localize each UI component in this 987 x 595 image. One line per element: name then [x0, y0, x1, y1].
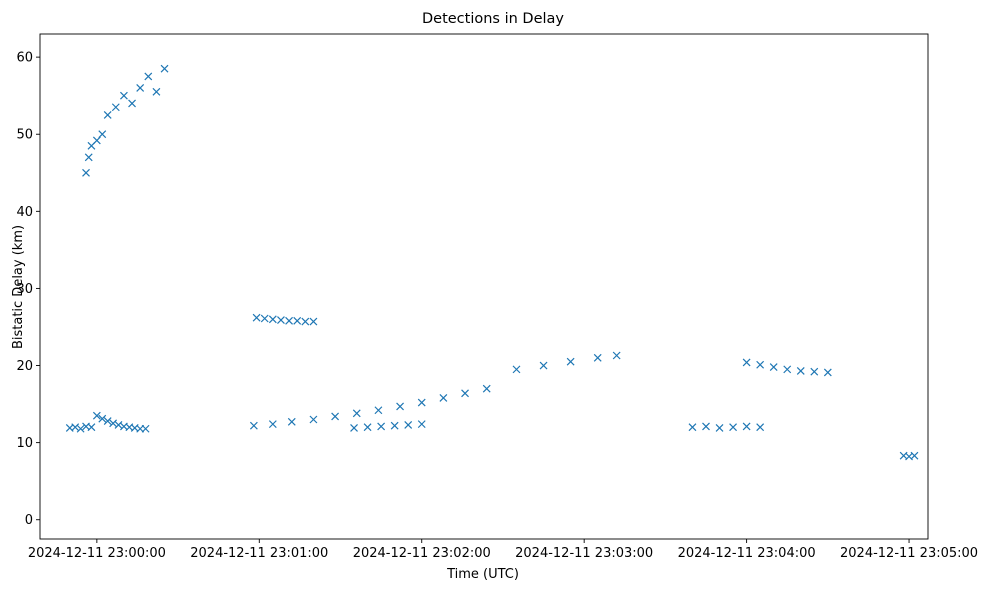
scatter-point	[92, 411, 101, 420]
scatter-point	[309, 415, 318, 424]
scatter-point	[136, 84, 145, 92]
scatter-point	[461, 389, 469, 398]
scatter-point	[293, 316, 302, 325]
plot-frame	[39, 33, 929, 540]
chart-title: Detections in Delay	[422, 11, 564, 27]
x-tick-label: 2024-12-11 23:00:00	[28, 546, 166, 561]
scatter-point	[742, 422, 751, 431]
scatter-point	[482, 384, 491, 393]
scatter-point	[742, 358, 751, 367]
scatter-point	[769, 363, 778, 371]
x-tick-label: 2024-12-11 23:04:00	[678, 546, 816, 561]
scatter-point	[144, 72, 153, 81]
y-tick-label: 50	[16, 128, 33, 143]
scatter-point	[439, 393, 448, 402]
scatter-point	[688, 423, 697, 432]
scatter-point	[114, 420, 123, 429]
scatter-point	[252, 313, 261, 322]
x-tick-label: 2024-12-11 23:05:00	[840, 546, 978, 561]
scatter-point	[268, 315, 277, 324]
y-tick-label: 10	[16, 436, 33, 451]
scatter-point	[512, 365, 521, 374]
x-axis-label: Time (UTC)	[446, 567, 519, 582]
scatter-point	[301, 317, 310, 326]
scatter-point	[729, 423, 737, 432]
scatter-point	[98, 414, 107, 423]
scatter-point	[120, 91, 128, 100]
scatter-point	[287, 417, 296, 426]
scatter-point	[417, 420, 426, 429]
scatter-point	[350, 424, 358, 432]
y-tick-label: 60	[16, 51, 33, 66]
y-axis-label: Bistatic Delay (km)	[11, 225, 26, 349]
scatter-point	[823, 368, 832, 377]
y-tick-label: 40	[16, 205, 33, 220]
scatter-point	[566, 357, 575, 366]
scatter-point	[756, 360, 765, 369]
scatter-point	[71, 423, 80, 432]
scatter-point	[331, 412, 340, 421]
scatter-point	[404, 420, 413, 429]
scatter-point	[593, 353, 602, 362]
x-tick-label: 2024-12-11 23:01:00	[190, 546, 328, 561]
scatter-point	[277, 316, 285, 324]
scatter-point	[141, 424, 150, 433]
scatter-point	[152, 87, 161, 96]
y-tick-label: 30	[16, 282, 33, 297]
scatter-point	[352, 409, 361, 418]
scatter-point	[160, 64, 169, 73]
x-axis: 2024-12-11 23:00:00 2024-12-11 23:01:00 20…	[28, 539, 978, 561]
scatter-point	[539, 361, 548, 370]
y-axis: 0 10 20 30 40 50 60	[16, 51, 40, 528]
scatter-point	[309, 317, 318, 326]
scatter-point	[82, 168, 90, 177]
scatter-point	[702, 422, 710, 431]
scatter-point	[103, 111, 112, 119]
scatter-point	[715, 424, 724, 432]
scatter-series	[65, 64, 919, 461]
scatter-point	[111, 103, 120, 112]
scatter-point	[910, 451, 919, 460]
scatter-point	[377, 422, 386, 431]
x-tick-label: 2024-12-11 23:03:00	[515, 546, 653, 561]
scatter-point	[363, 423, 372, 432]
plot-area	[39, 33, 929, 540]
scatter-point	[103, 417, 112, 425]
x-tick-label: 2024-12-11 23:02:00	[353, 546, 491, 561]
scatter-point	[396, 402, 404, 411]
scatter-point	[390, 421, 399, 430]
scatter-point	[374, 406, 383, 415]
scatter-point	[249, 421, 258, 430]
scatter-point	[417, 398, 426, 407]
scatter-point	[756, 423, 765, 432]
scatter-point	[810, 367, 819, 376]
scatter-point	[612, 351, 621, 360]
scatter-point	[285, 316, 293, 325]
scatter-point	[796, 366, 805, 375]
scatter-point	[268, 420, 277, 429]
y-tick-label: 0	[25, 513, 33, 528]
scatter-point	[128, 99, 136, 108]
scatter-point	[98, 130, 107, 139]
y-tick-label: 20	[16, 359, 33, 374]
scatter-point	[260, 314, 269, 323]
scatter-point	[76, 424, 85, 433]
scatter-point	[84, 153, 93, 162]
scatter-point	[87, 423, 96, 432]
scatter-point	[783, 365, 792, 374]
